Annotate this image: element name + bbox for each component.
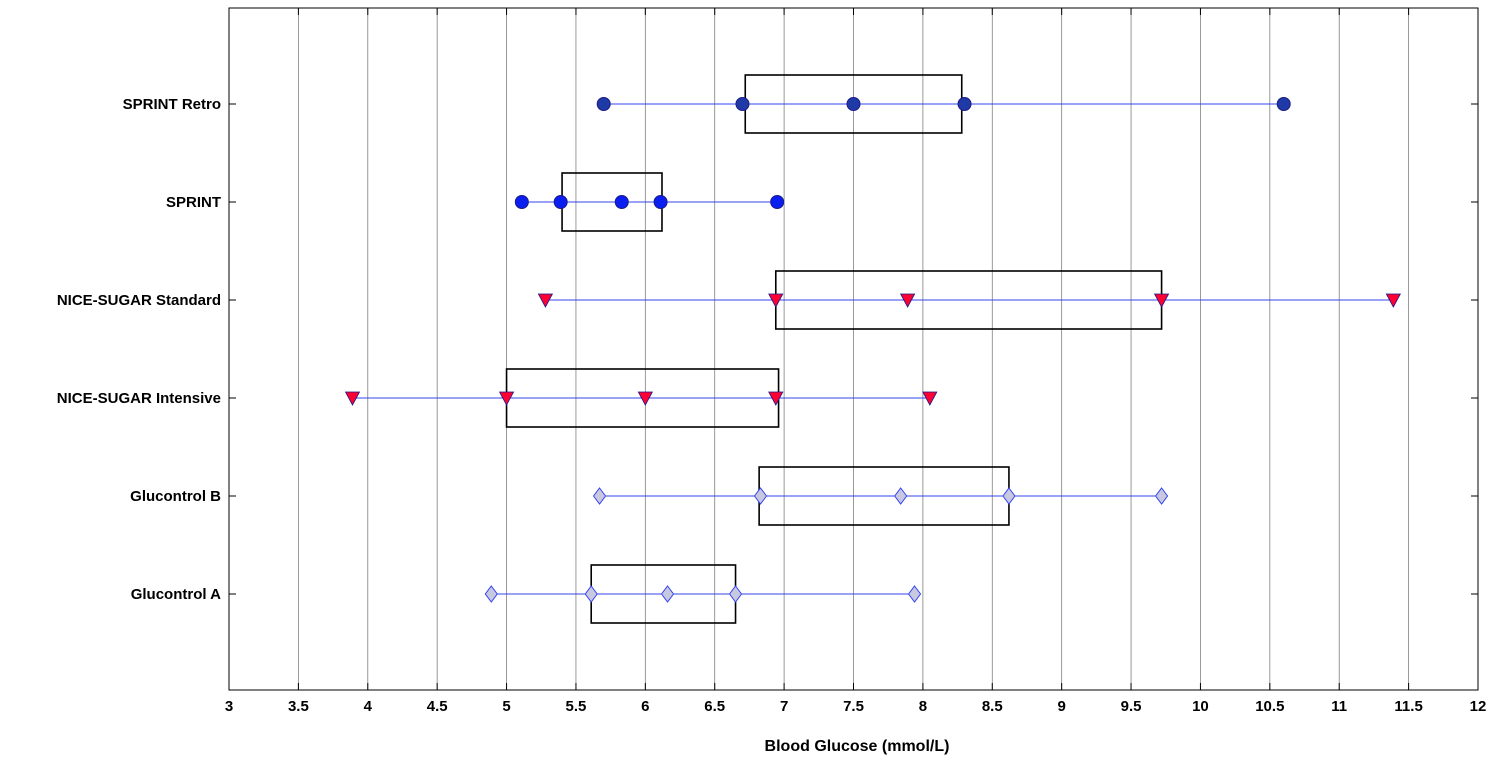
triangle-marker xyxy=(899,293,916,308)
x-tick-label: 8.5 xyxy=(982,698,1003,715)
triangle-marker xyxy=(637,391,654,406)
whisker-lines xyxy=(352,103,1394,595)
x-tick-label: 3.5 xyxy=(288,698,309,715)
iqr-boxes xyxy=(505,74,1163,624)
x-tick-label: 4.5 xyxy=(427,698,448,715)
x-tick-label: 9 xyxy=(1057,698,1065,715)
diamond-marker xyxy=(592,487,607,505)
triangle-marker xyxy=(768,391,784,406)
circle-marker xyxy=(653,195,668,209)
triangle-marker xyxy=(922,391,938,406)
diamond-marker xyxy=(1154,487,1169,505)
x-axis-label: Blood Glucose (mmol/L) xyxy=(765,738,950,755)
circle-marker xyxy=(735,97,750,111)
diamond-marker xyxy=(584,585,598,603)
category-label: NICE-SUGAR Standard xyxy=(57,292,221,309)
x-tick-label: 7.5 xyxy=(843,698,864,715)
x-tick-label: 11.5 xyxy=(1394,698,1422,715)
x-tick-labels: 3 3.5 4 4.5 5 5.5 6 6.5 7 7.5 8 8.5 9 9.5 10 10.5 11 11.5… xyxy=(225,698,1487,715)
triangle-marker xyxy=(537,293,554,308)
triangle-marker xyxy=(1153,293,1170,308)
category-labels: SPRINT Retro SPRINT NICE-SUGAR Standard NIC… xyxy=(57,96,221,603)
diamond-marker xyxy=(753,487,768,505)
circle-marker xyxy=(553,195,568,209)
diamond-marker xyxy=(484,585,498,603)
category-label: Glucontrol A xyxy=(131,586,221,603)
circle-marker xyxy=(514,195,529,209)
diamond-marker xyxy=(907,585,922,603)
x-tick-label: 5.5 xyxy=(566,698,587,715)
triangle-marker xyxy=(344,391,361,406)
category-label: SPRINT xyxy=(166,194,221,211)
category-label: Glucontrol B xyxy=(130,488,221,505)
x-tick-label: 12 xyxy=(1470,698,1487,715)
circle-marker xyxy=(614,195,629,209)
category-label: SPRINT Retro xyxy=(123,96,221,113)
x-tick-label: 5 xyxy=(502,698,510,715)
diamond-marker xyxy=(1002,487,1016,505)
grid-lines xyxy=(297,8,1410,690)
diamond-marker xyxy=(728,585,743,603)
triangle-marker xyxy=(1385,293,1402,308)
circle-marker xyxy=(1276,97,1291,111)
x-tick-label: 8 xyxy=(919,698,927,715)
x-tick-label: 6 xyxy=(641,698,649,715)
x-tick-label: 4 xyxy=(364,698,373,715)
triangle-marker xyxy=(768,293,784,308)
axes-frame xyxy=(228,7,1479,691)
category-label: NICE-SUGAR Intensive xyxy=(57,390,221,407)
x-tick-label: 3 xyxy=(225,698,233,715)
data-markers xyxy=(344,97,1402,603)
triangle-marker xyxy=(498,391,515,406)
circle-marker xyxy=(596,97,611,111)
x-tick-label: 6.5 xyxy=(704,698,725,715)
circle-marker xyxy=(957,97,972,111)
circle-marker xyxy=(846,97,861,111)
diamond-marker xyxy=(894,487,908,505)
diamond-marker xyxy=(660,585,675,603)
x-tick-label: 10 xyxy=(1192,698,1209,715)
circle-marker xyxy=(770,195,785,209)
x-tick-label: 11 xyxy=(1331,698,1347,715)
x-tick-label: 10.5 xyxy=(1255,698,1284,715)
x-tick-label: 7 xyxy=(780,698,788,715)
x-tick-label: 9.5 xyxy=(1121,698,1142,715)
